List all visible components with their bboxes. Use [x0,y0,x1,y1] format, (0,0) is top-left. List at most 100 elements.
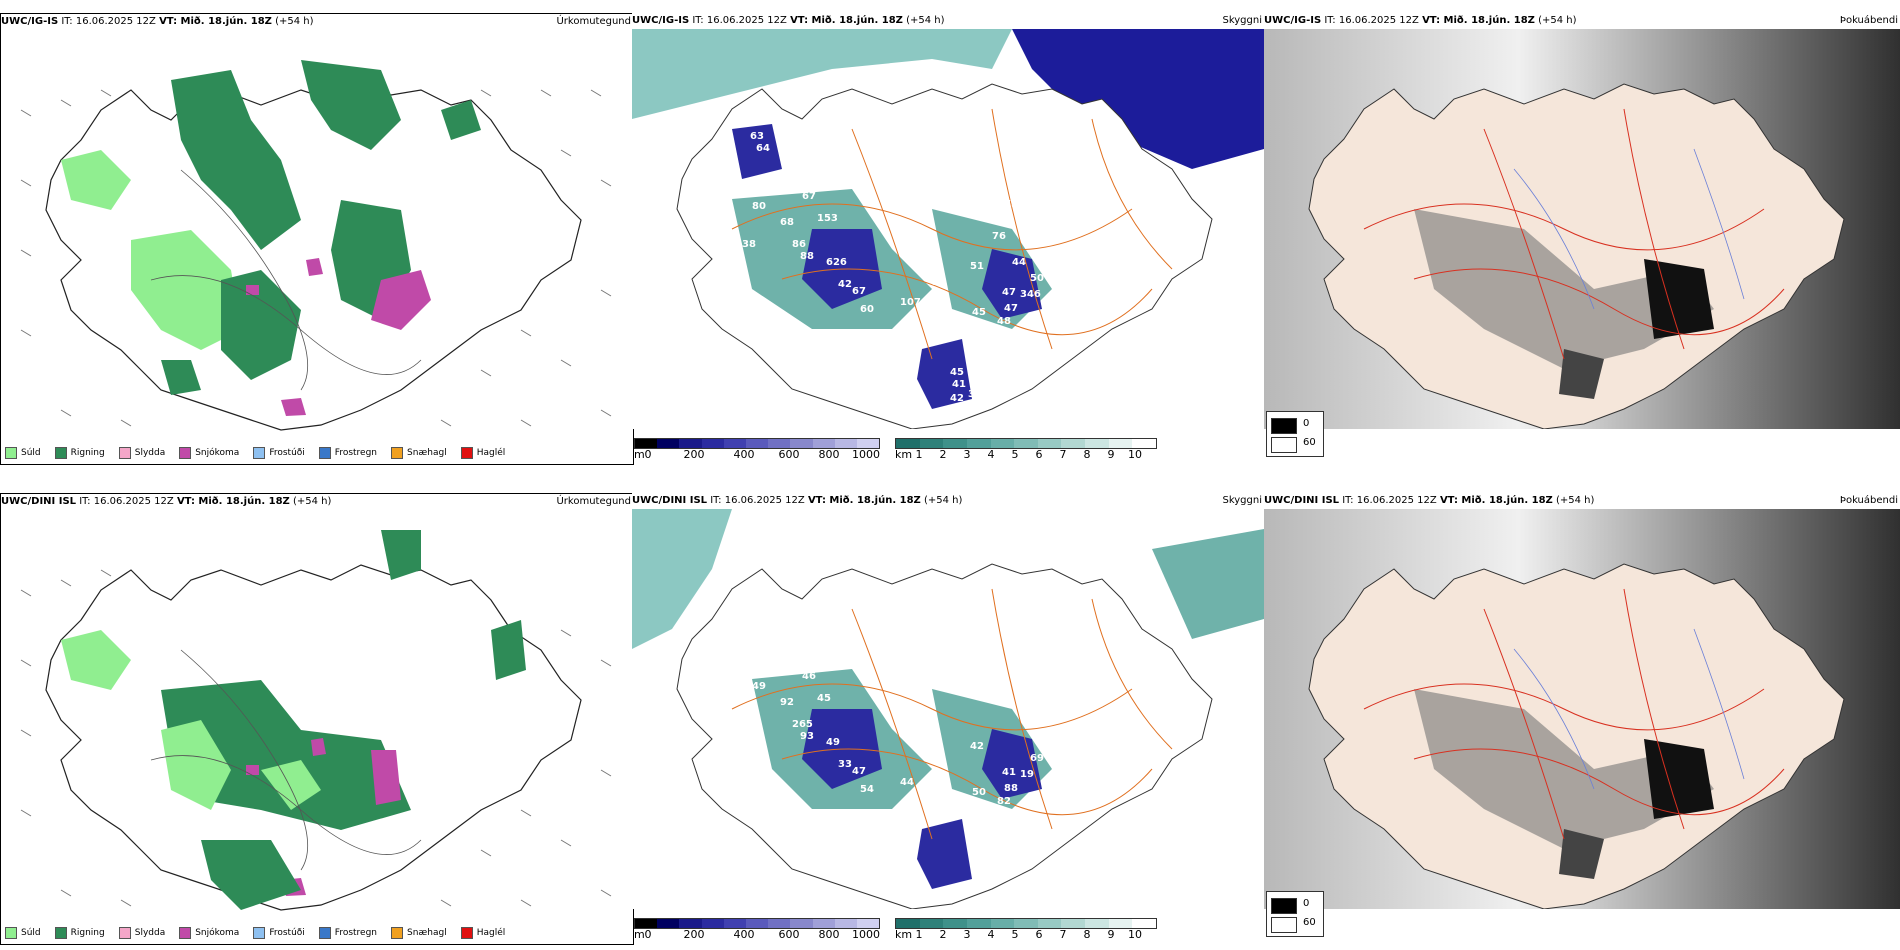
precip-legend: Súld Rigning Slydda Snjókoma Frostúði Fr… [5,926,505,940]
fog-key-swatch [1271,437,1297,453]
panel-title: Skyggni [1222,495,1262,506]
visibility-value-label: 76 [992,231,1006,242]
tick-label: 3 [963,448,971,461]
model-label: UWC/IG-IS [1,16,59,27]
precip-type-map [20,60,612,431]
legend-swatch [118,927,131,939]
visibility-value-label: 346 [1020,289,1041,300]
visibility-value-label: 47 [1002,287,1016,298]
precip-areas [61,60,481,416]
visibility-value-label: 82 [756,623,770,634]
fog-key-swatch [1271,917,1297,933]
legend-swatch [460,447,473,459]
visibility-value-label: 80 [752,201,766,212]
panel-header: UWC/DINI ISL IT: 16.06.2025 12Z VT: Mið.… [632,493,1264,509]
legend-item: Frostregn [318,926,377,940]
visibility-value-label: 60 [860,304,874,315]
visibility-value-label: 34 [932,277,946,288]
visibility-value-label: 107 [900,297,921,308]
fog-key-label: 60 [1303,917,1316,928]
lead-time: (+54 h) [906,15,945,26]
tick-label: 400 [733,448,755,461]
panel-title: Úrkomutegund [556,496,631,507]
legend-swatch [253,927,266,939]
visibility-value-label: 45 [972,307,986,318]
visibility-value-label: 50 [742,719,756,730]
legend-item: Rigning [54,446,105,460]
legend-item: Rigning [54,926,105,940]
precip-type-map [20,530,612,911]
visibility-value-label: 59 [790,147,804,158]
tick-label: 2 [939,928,947,941]
panel-header: UWC/IG-IS IT: 16.06.2025 12Z VT: Mið. 18… [1,14,633,30]
ceiling-scale: m 0 200 400 600 800 1000 [634,438,880,463]
precip-areas [61,530,526,910]
visibility-value-label: 46 [802,671,816,682]
init-time: IT: 16.06.2025 12Z [710,495,805,506]
visibility-value-label: 75 [1004,199,1018,210]
coastline [45,84,582,431]
visibility-value-label: 50 [972,787,986,798]
valid-time: VT: Mið. 18.jún. 18Z [790,15,903,26]
ceiling-unit: m [634,448,645,461]
fog-key: 0 60 [1266,891,1324,937]
visibility-value-label: 265 [792,719,813,730]
visibility-value-label: 48 [997,316,1011,327]
precip-type-panel-row2: UWC/DINI ISL IT: 16.06.2025 12Z VT: Mið.… [0,493,634,945]
tick-label: 600 [778,448,800,461]
tick-label: 4 [987,928,995,941]
visibility-value-label: 626 [826,257,847,268]
tick-label: 10 [1128,928,1142,941]
legend-item: Frostregn [318,446,377,460]
visibility-panel-row1: UWC/IG-IS IT: 16.06.2025 12Z VT: Mið. 18… [632,13,1264,463]
tick-label: 600 [778,928,800,941]
visibility-scale: km 1 2 3 4 5 6 7 8 9 10 [895,438,1157,463]
visibility-value-label: 67 [852,286,866,297]
lead-time: (+54 h) [275,16,314,27]
init-time: IT: 16.06.2025 12Z [1342,495,1437,506]
model-label: UWC/IG-IS [1264,15,1322,26]
visibility-value-label: 69 [1030,753,1044,764]
tick-label: 4 [987,448,995,461]
visibility-value-label: 49 [826,737,840,748]
visibility-scale: km 1 2 3 4 5 6 7 8 9 10 [895,918,1157,943]
visibility-value-label: 45 [950,367,964,378]
visibility-value-label: 42 [838,279,852,290]
visibility-value-label: 68 [780,217,794,228]
legend-item: Snjókoma [179,926,239,940]
valid-time: VT: Mið. 18.jún. 18Z [807,495,921,506]
visibility-unit: km [895,448,913,461]
legend-item: Slydda [118,446,165,460]
panel-title: Þokuábendi [1839,495,1898,506]
visibility-value-label: 130 [782,641,803,652]
visibility-value-label: 42 [932,806,946,817]
legend-item: Frostúði [253,926,305,940]
visibility-value-label: 41 [1002,767,1016,778]
lead-time: (+54 h) [1538,15,1577,26]
legend-item: Snjókoma [179,446,239,460]
visibility-value-label: 88 [800,251,814,262]
lead-time: (+54 h) [1555,495,1595,506]
visibility-value-label: 30 [750,611,764,622]
tick-label: 9 [1107,928,1115,941]
tick-label: 9 [1107,448,1115,461]
tick-label: 5 [1011,928,1019,941]
visibility-value-label: 88 [1004,783,1018,794]
valid-time: VT: Mið. 18.jún. 18Z [176,496,290,507]
visibility-value-label: 19 [1020,769,1034,780]
visibility-value-label: 93 [894,165,908,176]
fog-key-swatch [1271,418,1297,434]
legend-swatch [179,447,192,459]
tick-label: 7 [1059,448,1067,461]
ceiling-unit: m [634,928,645,941]
legend-swatch [179,927,192,939]
legend-item: Haglél [460,446,505,460]
panel-header: UWC/DINI ISL IT: 16.06.2025 12Z VT: Mið.… [1,494,633,510]
model-label: UWC/DINI ISL [632,495,708,506]
tick-label: 200 [683,928,705,941]
tick-label: 3 [963,928,971,941]
legend-item: Súld [5,446,41,460]
visibility-value-label: 49 [752,681,766,692]
